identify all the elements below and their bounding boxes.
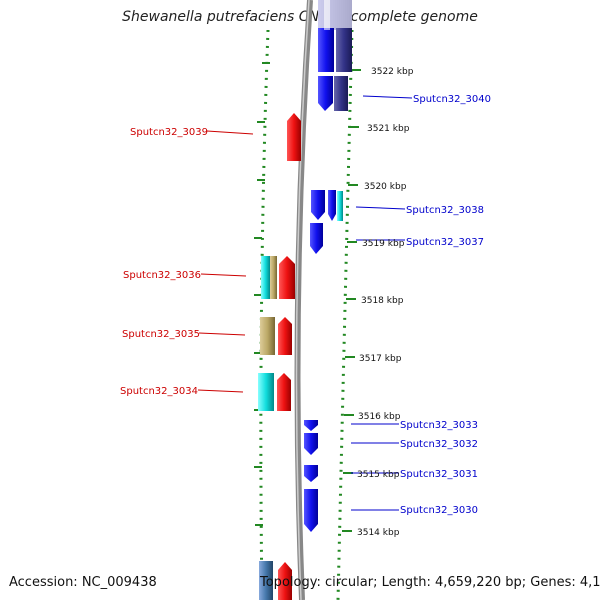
- reverse-gene-labels: Sputcn32_3039 Sputcn32_3036 Sputcn32_303…: [120, 127, 208, 397]
- gene-arrow-sputcn32-3031[interactable]: [304, 465, 318, 482]
- genome-backbone-highlight: [295, 0, 310, 600]
- gene-arrow-sputcn32-3034[interactable]: [258, 373, 291, 411]
- kbp-label: 3520 kbp: [364, 182, 407, 192]
- kbp-label: 3516 kbp: [358, 412, 401, 422]
- outer-scale-ticks: [342, 69, 361, 532]
- gene-arrow-sputcn32-3036[interactable]: [261, 256, 295, 299]
- gene-arrow-sputcn32-3037[interactable]: [310, 223, 323, 254]
- genome-backbone: [294, 0, 313, 600]
- kbp-label: 3521 kbp: [367, 124, 410, 134]
- kbp-label: 3515 kbp: [357, 470, 400, 480]
- gene-arrow-sputcn32-3033[interactable]: [304, 420, 318, 431]
- gene-arrow-sputcn32-3039[interactable]: [287, 113, 301, 161]
- map-title: Shewanella putrefaciens CN-32, complete …: [122, 9, 478, 25]
- kbp-scale-labels: 3522 kbp 3521 kbp 3520 kbp 3519 kbp 3518…: [357, 67, 414, 538]
- kbp-label: 3517 kbp: [359, 354, 402, 364]
- gene-arrow-sputcn32-3038[interactable]: [311, 190, 343, 221]
- kbp-label: 3514 kbp: [357, 528, 400, 538]
- gene-label-sputcn32-3037[interactable]: Sputcn32_3037: [406, 237, 484, 248]
- gene-label-sputcn32-3031[interactable]: Sputcn32_3031: [400, 469, 478, 480]
- gene-arrow-sputcn32-3030[interactable]: [304, 489, 318, 532]
- genome-summary-text: Topology: circular; Length: 4,659,220 bp…: [260, 575, 600, 590]
- gene-label-sputcn32-3040[interactable]: Sputcn32_3040: [413, 94, 491, 105]
- gene-cluster-bottom: [259, 561, 292, 600]
- accession-text: Accession: NC_009438: [9, 575, 157, 590]
- gene-label-sputcn32-3035[interactable]: Sputcn32_3035: [122, 329, 200, 340]
- gene-arrow-sputcn32-3040[interactable]: [318, 76, 348, 111]
- outer-dotted-ring: [336, 29, 354, 600]
- gene-label-sputcn32-3036[interactable]: Sputcn32_3036: [123, 270, 201, 281]
- gene-label-sputcn32-3030[interactable]: Sputcn32_3030: [400, 505, 478, 516]
- inner-dotted-ring: [259, 29, 270, 600]
- label-leader-lines: [197, 95, 413, 511]
- gene-label-sputcn32-3032[interactable]: Sputcn32_3032: [400, 439, 478, 450]
- gene-label-sputcn32-3038[interactable]: Sputcn32_3038: [406, 205, 484, 216]
- gene-arrow-sputcn32-3035[interactable]: [260, 317, 292, 355]
- gene-arrow-sputcn32-3032[interactable]: [304, 433, 318, 455]
- forward-gene-labels: Sputcn32_3040 Sputcn32_3038 Sputcn32_303…: [400, 94, 491, 516]
- gene-label-sputcn32-3039[interactable]: Sputcn32_3039: [130, 127, 208, 138]
- gene-cluster-top: [318, 0, 352, 72]
- gene-label-sputcn32-3033[interactable]: Sputcn32_3033: [400, 420, 478, 431]
- kbp-label: 3519 kbp: [362, 239, 405, 249]
- kbp-label: 3522 kbp: [371, 67, 414, 77]
- gene-label-sputcn32-3034[interactable]: Sputcn32_3034: [120, 386, 198, 397]
- kbp-label: 3518 kbp: [361, 296, 404, 306]
